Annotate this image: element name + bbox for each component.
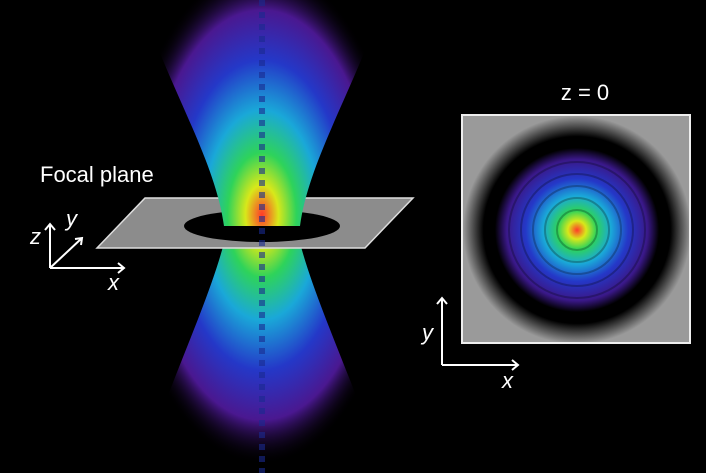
inset-axis-label-x: x <box>501 368 514 393</box>
inset-title: z = 0 <box>561 80 609 105</box>
figure: Focal plane z y x z = 0 y x <box>0 0 706 473</box>
axis-label-x: x <box>107 270 120 295</box>
focal-plane-label: Focal plane <box>40 162 154 187</box>
axis-label-y: y <box>64 206 79 231</box>
inset-axis-label-y: y <box>420 320 435 345</box>
inset-image <box>462 115 690 343</box>
axis-label-z: z <box>29 224 41 249</box>
